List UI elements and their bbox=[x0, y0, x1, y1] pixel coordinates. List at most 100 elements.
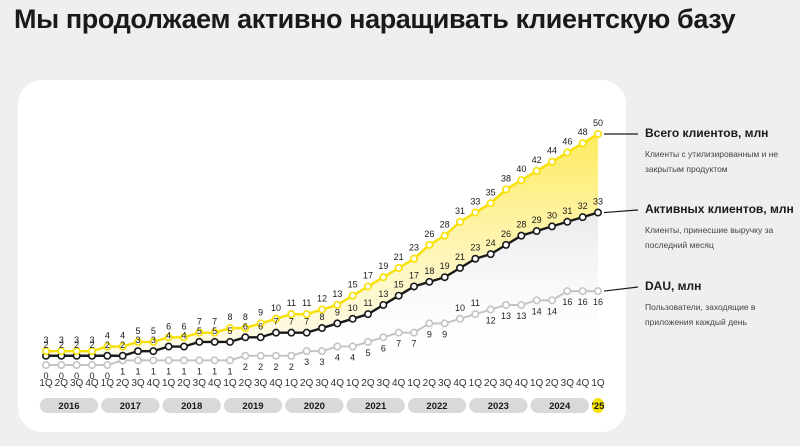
total-point bbox=[455, 217, 464, 226]
total-value-label: 19 bbox=[378, 261, 388, 271]
dau-value-label: 0 bbox=[105, 371, 110, 381]
total-point bbox=[103, 342, 112, 351]
dau-point bbox=[103, 360, 112, 369]
active-point bbox=[210, 337, 219, 346]
total-value-label: 6 bbox=[181, 321, 186, 331]
dau-point bbox=[180, 356, 189, 365]
dau-value-label: 2 bbox=[243, 362, 248, 372]
dau-value-label: 4 bbox=[335, 353, 340, 363]
total-point bbox=[149, 337, 158, 346]
total-value-label: 31 bbox=[455, 206, 465, 216]
total-point bbox=[578, 139, 587, 148]
active-value-label: 24 bbox=[486, 238, 496, 248]
quarter-tick-label: 1Q bbox=[39, 378, 53, 389]
legend-total: Всего клиентов, млн Клиенты с утилизиров… bbox=[645, 126, 795, 177]
total-point bbox=[532, 166, 541, 175]
active-point bbox=[241, 333, 250, 342]
quarter-tick-label: 2Q bbox=[239, 378, 253, 389]
total-point bbox=[333, 300, 342, 309]
active-area-fill bbox=[46, 212, 598, 377]
year-label: 2021 bbox=[365, 401, 387, 412]
dau-value-label: 2 bbox=[273, 362, 278, 372]
active-point bbox=[517, 231, 526, 240]
active-value-label: 26 bbox=[501, 229, 511, 239]
total-point bbox=[471, 208, 480, 217]
active-point bbox=[394, 291, 403, 300]
total-value-label: 4 bbox=[105, 331, 110, 341]
active-point bbox=[379, 300, 388, 309]
total-point bbox=[134, 337, 143, 346]
year-label: 2018 bbox=[181, 401, 202, 412]
total-value-label: 26 bbox=[424, 229, 434, 239]
active-value-label: 5 bbox=[227, 326, 232, 336]
active-value-label: 4 bbox=[166, 331, 171, 341]
total-value-label: 7 bbox=[212, 317, 217, 327]
dau-value-label: 13 bbox=[501, 311, 511, 321]
active-value-label: 32 bbox=[578, 201, 588, 211]
total-point bbox=[241, 324, 250, 333]
total-point bbox=[409, 254, 418, 263]
active-point bbox=[486, 250, 495, 259]
quarter-tick-label: 1Q bbox=[346, 378, 360, 389]
total-value-label: 13 bbox=[332, 289, 342, 299]
quarter-tick-label: 4Q bbox=[269, 378, 283, 389]
total-point bbox=[180, 333, 189, 342]
year-box bbox=[162, 398, 221, 413]
dau-point bbox=[134, 356, 143, 365]
quarter-tick-label: 4Q bbox=[208, 378, 222, 389]
dau-value-label: 7 bbox=[396, 339, 401, 349]
dau-legend-connector bbox=[603, 286, 639, 292]
total-point bbox=[547, 157, 556, 166]
dau-value-label: 1 bbox=[181, 366, 186, 376]
total-value-label: 50 bbox=[593, 118, 603, 128]
year-label: 2019 bbox=[242, 401, 263, 412]
legend-active: Активных клиентов, млн Клиенты, принесши… bbox=[645, 202, 795, 253]
active-point bbox=[333, 319, 342, 328]
dau-value-label: 6 bbox=[381, 343, 386, 353]
total-value-label: 46 bbox=[562, 136, 572, 146]
active-value-label: 28 bbox=[516, 220, 526, 230]
dau-value-label: 1 bbox=[120, 366, 125, 376]
quarter-tick-label: 1Q bbox=[285, 378, 299, 389]
dau-value-label: 9 bbox=[427, 329, 432, 339]
quarter-tick-label: 2Q bbox=[116, 378, 130, 389]
active-value-label: 33 bbox=[593, 197, 603, 207]
dau-point bbox=[471, 310, 480, 319]
active-point bbox=[363, 310, 372, 319]
year-label: 2017 bbox=[120, 401, 141, 412]
year-box bbox=[591, 398, 605, 413]
active-point bbox=[302, 328, 311, 337]
dau-point bbox=[256, 351, 265, 360]
quarter-tick-label: 4Q bbox=[392, 378, 406, 389]
active-value-label: 3 bbox=[135, 335, 140, 345]
quarter-tick-label: 2Q bbox=[361, 378, 375, 389]
dau-point bbox=[41, 360, 50, 369]
dau-point bbox=[195, 356, 204, 365]
dau-value-label: 7 bbox=[411, 339, 416, 349]
active-point bbox=[180, 342, 189, 351]
total-value-label: 8 bbox=[227, 312, 232, 322]
total-point bbox=[440, 231, 449, 240]
active-value-label: 15 bbox=[394, 280, 404, 290]
active-value-label: 8 bbox=[319, 312, 324, 322]
quarter-tick-label: 1Q bbox=[223, 378, 237, 389]
total-point bbox=[486, 199, 495, 208]
total-value-label: 5 bbox=[151, 326, 156, 336]
quarter-tick-label: 1Q bbox=[407, 378, 421, 389]
dau-point bbox=[302, 347, 311, 356]
total-point bbox=[593, 130, 602, 139]
legend-active-desc: Клиенты, принесшие выручку за последний … bbox=[645, 225, 774, 250]
dau-point bbox=[149, 356, 158, 365]
dau-point bbox=[210, 356, 219, 365]
total-point bbox=[379, 273, 388, 282]
dau-value-label: 16 bbox=[593, 297, 603, 307]
dau-value-label: 4 bbox=[350, 353, 355, 363]
dau-point bbox=[486, 305, 495, 314]
dau-point bbox=[425, 319, 434, 328]
total-value-label: 8 bbox=[243, 312, 248, 322]
total-value-label: 21 bbox=[394, 252, 404, 262]
total-point bbox=[317, 305, 326, 314]
dau-point bbox=[501, 300, 510, 309]
year-box bbox=[346, 398, 405, 413]
quarter-tick-label: 3Q bbox=[438, 378, 452, 389]
